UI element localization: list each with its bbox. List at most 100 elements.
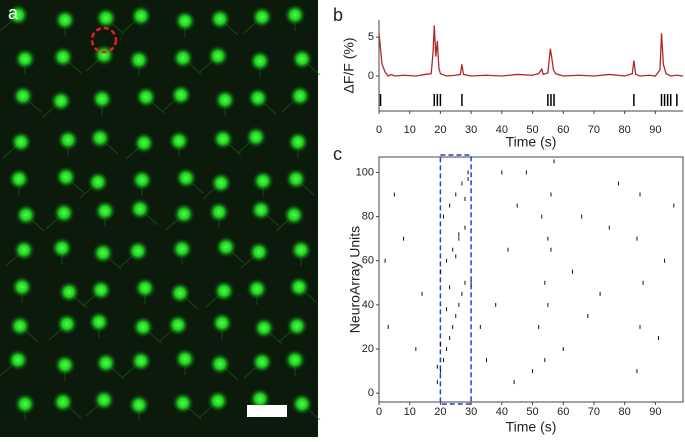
neuron [7,349,29,371]
neuron [131,169,153,191]
axes-frame [378,156,684,403]
neuron [56,313,78,335]
y-tick-label: 0 [368,387,374,399]
neuron [207,390,229,412]
neuron [174,348,196,370]
x-tick-label: 90 [649,124,661,136]
neuron [288,276,310,298]
neuron [290,239,312,261]
neuron [92,242,114,264]
neuron [171,238,193,260]
neuron [168,130,190,152]
x-tick-label: 10 [404,406,416,418]
neuron [51,237,73,259]
y-tick-label: 0 [368,70,374,82]
neuron [133,132,155,154]
neuron [57,129,79,151]
trace [378,25,684,77]
neuron [88,311,110,333]
neuron [170,84,192,106]
neuron [54,9,76,31]
highlight-circle [90,26,118,54]
neuron [248,241,270,263]
neuron [210,172,232,194]
neuron [172,392,194,414]
neuron [55,166,77,188]
neuron [249,388,271,410]
neuron [286,315,308,337]
neuron [130,5,152,27]
neuron [289,85,311,107]
neuron [130,350,152,372]
neuron [135,86,157,108]
x-tick-label: 70 [588,406,600,418]
x-tick-label: 90 [649,406,661,418]
x-tick-label: 80 [619,124,631,136]
y-tick-label: 80 [362,211,374,223]
scale-bar [247,405,287,417]
neuron [95,7,117,29]
x-tick-label: 60 [557,406,569,418]
neuron [128,394,150,416]
neuron [251,6,273,28]
neuron [251,351,273,373]
neuron [212,128,234,150]
x-tick-label: 70 [588,124,600,136]
micrograph [0,0,321,437]
x-tick-label: 30 [465,406,477,418]
neuron [127,240,149,262]
x-tick-label: 10 [404,124,416,136]
y-tick-label: 60 [362,255,374,267]
neuron [215,236,237,258]
x-tick-label: 80 [619,406,631,418]
neuron [211,312,233,334]
neuron [87,171,109,193]
neuron [291,393,313,415]
neuron [167,314,189,336]
neuron [52,391,74,413]
neuron [246,278,268,300]
y-axis-title: NeuroArray Units [347,226,363,333]
neuron [252,170,274,192]
x-tick-label: 0 [376,124,382,136]
x-tick-label: 40 [496,406,508,418]
x-tick-label: 0 [376,406,382,418]
neuron [207,45,229,67]
neuron [134,277,156,299]
neuron [175,167,197,189]
neuron [174,10,196,32]
neuron [11,276,33,298]
neuron [90,279,112,301]
y-tick-label: 5 [368,31,374,43]
neuron [50,90,72,112]
neuron [250,199,272,221]
neuron [291,48,313,70]
x-axis-title: Time (s) [506,134,557,150]
neuron [15,204,37,226]
neuron [14,48,36,70]
neuron [52,46,74,68]
neuron [9,315,31,337]
x-tick-label: 50 [526,124,538,136]
x-tick-label: 50 [526,406,538,418]
neuron [173,203,195,225]
panel-label: a [8,3,19,23]
y-tick-label: 20 [362,343,374,355]
neuron [245,126,267,148]
neuron [58,281,80,303]
y-axis-title: ΔF/F (%) [341,37,357,93]
neuron [10,131,32,153]
neuron [283,204,305,226]
highlight-window [439,154,472,405]
x-tick-label: 20 [434,124,446,136]
neuron [209,353,231,375]
x-tick-label: 30 [465,124,477,136]
neuron [93,44,115,66]
neuron [253,317,275,339]
neuron [209,8,231,30]
y-tick-label: 100 [356,166,374,178]
neuron [53,202,75,224]
neuron [95,352,117,374]
neuron [94,200,116,222]
x-tick-label: 20 [434,406,446,418]
